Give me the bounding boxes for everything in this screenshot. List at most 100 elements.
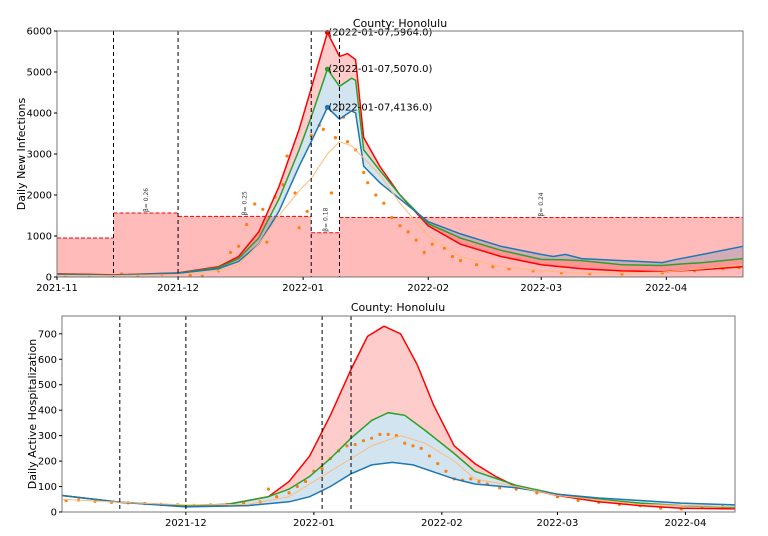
observed-point [436, 462, 440, 466]
observed-point [236, 244, 241, 248]
observed-point [345, 444, 349, 448]
observed-point [295, 484, 299, 489]
peak-annotation: (2022-01-07,5964.0) [328, 27, 432, 38]
observed-point [427, 454, 432, 458]
beta-label: β= 0.24 [538, 192, 545, 216]
peak-marker [324, 66, 330, 72]
observed-point [329, 191, 333, 195]
series-line-observed-avg [56, 141, 744, 277]
beta-label: β= 0.18 [322, 207, 329, 231]
y-tick-label: 1000 [27, 232, 52, 243]
y-tick-label: 600 [38, 355, 57, 366]
beta-label: β= 0.25 [242, 191, 249, 215]
observed-point [390, 215, 394, 220]
beta-segment-fill [57, 238, 114, 277]
observed-point [361, 439, 366, 443]
observed-point [287, 491, 291, 495]
observed-point [261, 207, 265, 211]
observed-point [458, 259, 463, 263]
observed-point [265, 240, 269, 244]
x-tick-label: 2022-02 [421, 518, 463, 529]
series-line-median [56, 67, 744, 276]
observed-point [403, 441, 407, 445]
y-tick-label: 5000 [27, 68, 52, 79]
observed-point [305, 209, 309, 213]
y-tick-label: 200 [38, 457, 57, 468]
observed-point [444, 469, 448, 473]
observed-point [333, 136, 338, 140]
x-tick-label: 2021-12 [165, 518, 207, 529]
series-line-observed-avg [61, 435, 736, 508]
observed-point [228, 250, 233, 254]
observed-point [382, 201, 386, 205]
observed-point [253, 202, 257, 206]
observed-point [430, 242, 434, 246]
y-tick-label: 0 [46, 273, 52, 284]
observed-point [321, 127, 325, 131]
observed-point [475, 263, 479, 267]
plot-frame [61, 315, 736, 513]
observed-point [491, 265, 495, 269]
observed-point [398, 224, 402, 228]
y-axis-label: Daily Active Hospitalization [26, 339, 39, 489]
observed-point [366, 181, 370, 185]
y-tick-label: 2000 [27, 191, 52, 202]
observed-point [353, 442, 357, 447]
y-tick-label: 6000 [27, 27, 52, 38]
observed-point [320, 467, 324, 471]
observed-point [378, 432, 382, 436]
observed-point [406, 230, 410, 234]
observed-point [477, 479, 481, 484]
observed-point [422, 250, 426, 254]
observed-point [374, 193, 378, 197]
peak-annotation: (2022-01-07,4136.0) [328, 102, 432, 113]
observed-point [414, 238, 418, 242]
y-tick-label: 500 [38, 380, 57, 391]
observed-point [386, 432, 390, 436]
beta-segment-fill [311, 232, 340, 277]
observed-point [535, 491, 539, 495]
y-tick-label: 400 [38, 406, 57, 417]
beta-label: β= 0.26 [143, 188, 150, 212]
x-tick-label: 2022-01 [293, 518, 335, 529]
beta-segment-fill [339, 217, 743, 277]
observed-point [297, 226, 301, 230]
y-tick-label: 3000 [27, 150, 52, 161]
y-tick-label: 300 [38, 431, 57, 442]
upper-band [62, 326, 735, 509]
observed-point [266, 487, 271, 491]
beta-segment-fill [113, 213, 179, 277]
series-line-lower [56, 106, 744, 277]
observed-point [293, 191, 297, 195]
x-tick-label: 2022-04 [645, 283, 687, 294]
observed-point [245, 222, 249, 227]
chart-title: County: Honolulu [353, 17, 447, 30]
x-tick-label: 2022-01 [282, 283, 324, 294]
series-line-lower [61, 461, 736, 508]
y-tick-label: 100 [38, 482, 57, 493]
observed-point [285, 154, 289, 158]
x-tick-label: 2021-11 [36, 283, 78, 294]
infections-chart: County: Honolulu Daily New Infections β=… [15, 17, 744, 294]
beta-segment-fill [178, 216, 312, 277]
hospitalization-chart: County: Honolulu Daily Active Hospitaliz… [26, 301, 736, 529]
series-line-median [61, 411, 736, 509]
observed-point [362, 170, 366, 175]
observed-point [242, 501, 246, 505]
observed-point [188, 273, 192, 277]
y-tick-label: 700 [38, 329, 57, 340]
peak-marker [324, 104, 330, 110]
y-axis-label: Daily New Infections [15, 97, 28, 210]
observed-point [370, 436, 374, 440]
observed-point [411, 444, 415, 448]
peak-annotation: (2022-01-07,5070.0) [328, 64, 432, 75]
series-line-upper [56, 30, 744, 276]
observed-point [275, 495, 279, 499]
observed-point [419, 446, 423, 450]
observed-point [304, 479, 308, 484]
observed-point [442, 246, 446, 250]
observed-point [469, 477, 473, 481]
y-tick-label: 0 [51, 508, 57, 519]
x-tick-label: 2022-03 [520, 283, 562, 294]
